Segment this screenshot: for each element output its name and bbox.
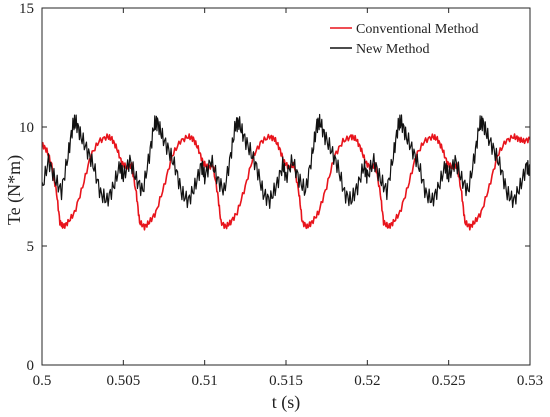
y-tick-label: 5 — [27, 239, 35, 255]
y-axis-label: Te (N*m) — [4, 155, 25, 225]
x-axis-label: t (s) — [272, 392, 301, 413]
y-tick-label: 0 — [27, 358, 35, 374]
legend-entry: New Method — [356, 42, 430, 57]
x-tick-label: 0.515 — [269, 373, 303, 389]
series-line-new — [42, 113, 530, 209]
axes: 0.5 0.505 0.51 0.515 0.52 0.525 0.53 0 5 10 15 — [19, 1, 543, 389]
y-tick-label: 15 — [19, 1, 34, 17]
x-tick-label: 0.5 — [33, 373, 52, 389]
y-tick-label: 10 — [19, 120, 34, 136]
x-tick-label: 0.52 — [354, 373, 380, 389]
plot-area — [42, 113, 530, 231]
legend-entry: Conventional Method — [356, 22, 479, 37]
legend: Conventional Method New Method — [330, 22, 479, 57]
x-tick-label: 0.53 — [517, 373, 543, 389]
x-tick-label: 0.51 — [192, 373, 218, 389]
x-tick-label: 0.525 — [432, 373, 466, 389]
x-tick-label: 0.505 — [106, 373, 140, 389]
